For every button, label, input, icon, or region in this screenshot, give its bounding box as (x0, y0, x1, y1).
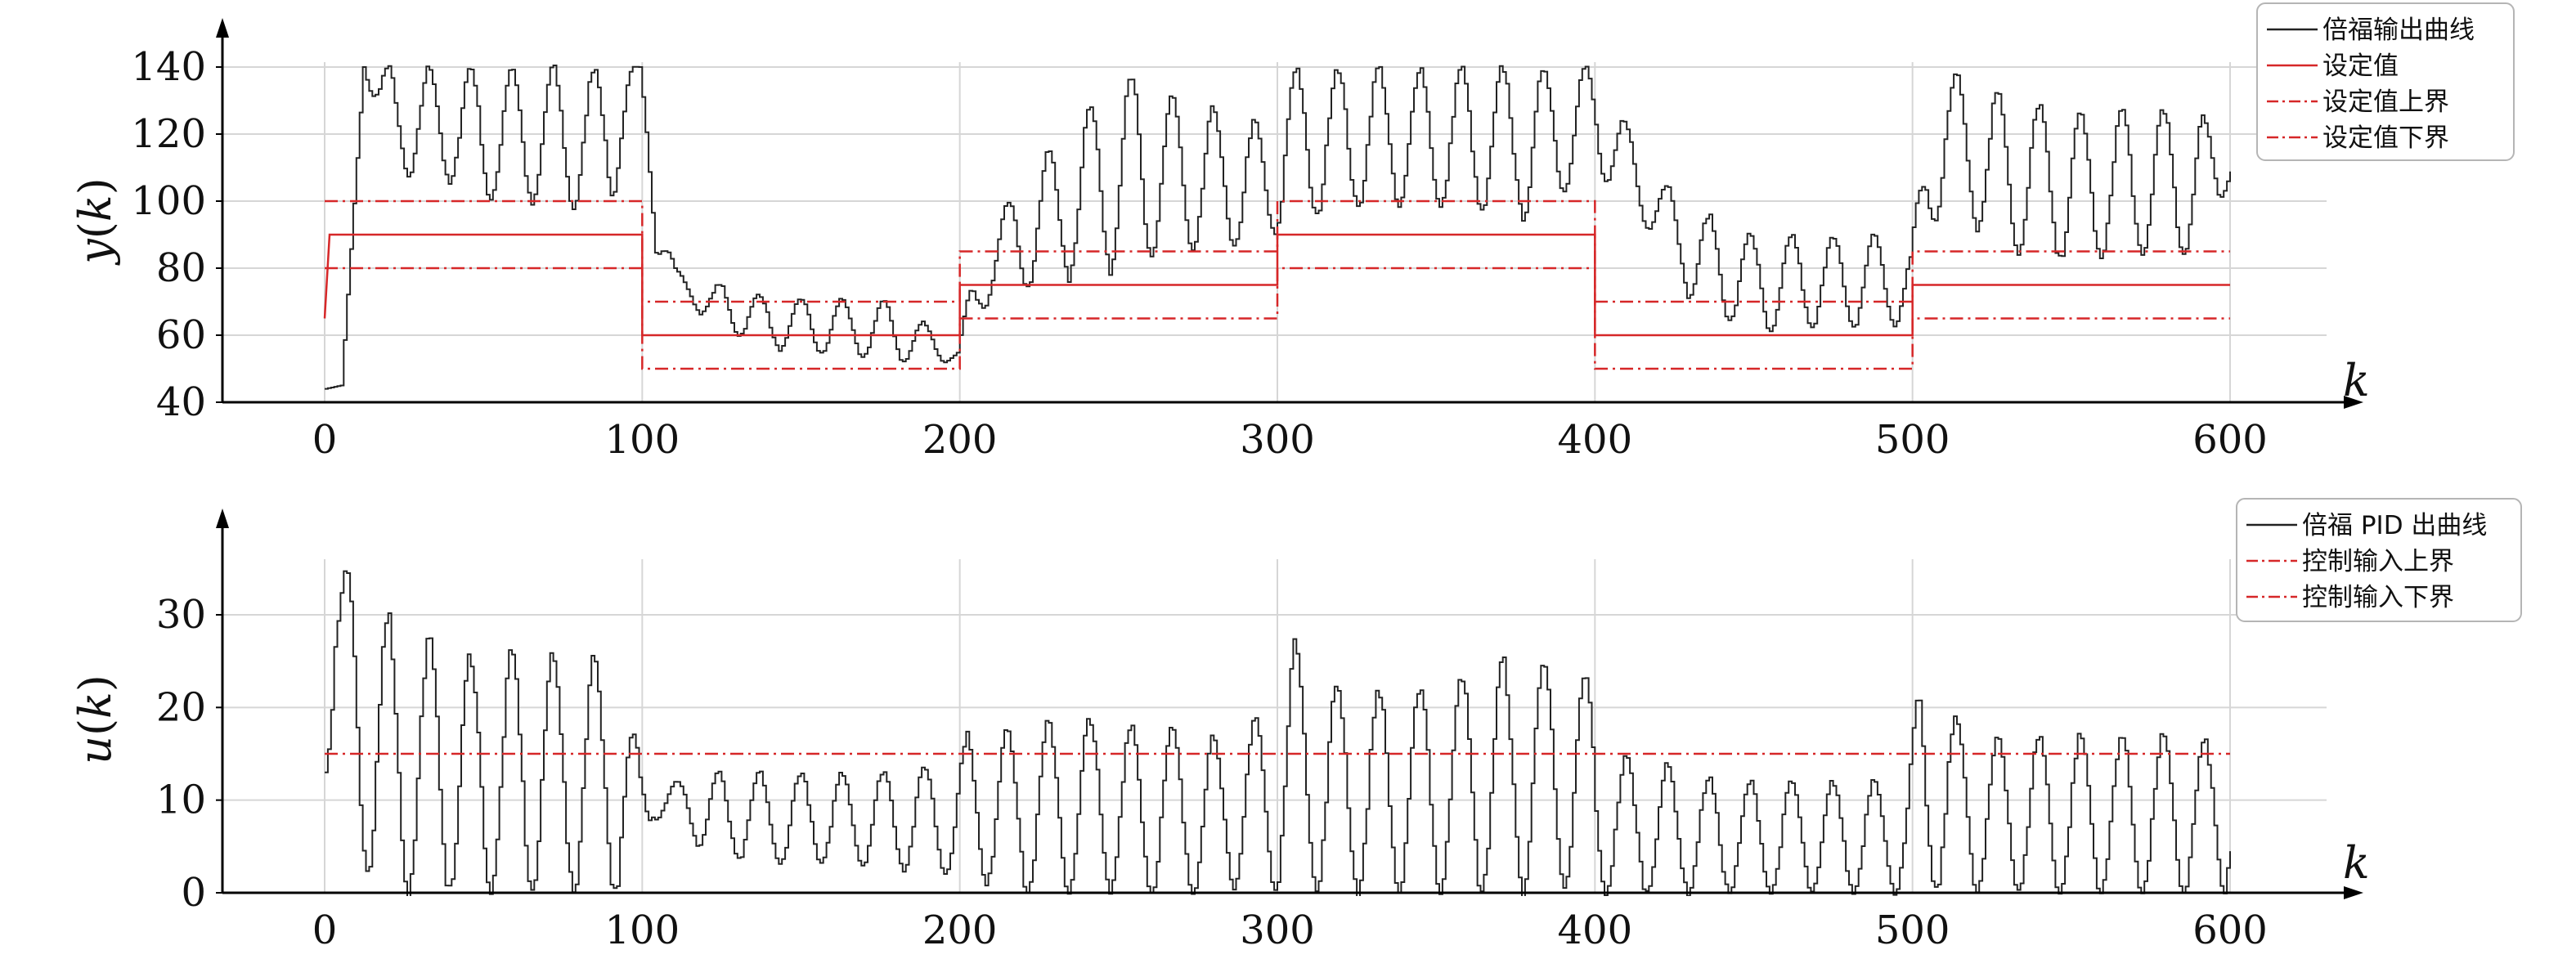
x-tick-label: 300 (1240, 907, 1315, 953)
x-tick-label: 0 (312, 417, 338, 463)
x-tick-label: 300 (1240, 417, 1315, 463)
y-tick-label: 140 (131, 44, 206, 90)
x-axis-arrow-icon (2344, 886, 2363, 899)
y-tick-label: 100 (131, 178, 206, 224)
y-tick-label: 30 (156, 592, 206, 638)
legend-entry-label: 控制输入下界 (2302, 583, 2454, 612)
x-tick-label: 200 (922, 417, 998, 463)
legend-entry-label: 设定值 (2322, 52, 2399, 81)
control-chart-ticks: 0 100 200 300 400 500 600 0 10 20 30 (156, 592, 2268, 953)
x-tick-label: 400 (1558, 907, 1633, 953)
legend-box (2236, 498, 2522, 622)
y-tick-label: 120 (131, 111, 206, 157)
y-tick-label: 0 (181, 870, 206, 916)
legend-box (2256, 2, 2515, 161)
legend-entry-label: 倍福 PID 出曲线 (2302, 511, 2487, 540)
control-y-axis-label: u(k) (70, 674, 121, 764)
y-axis-arrow-icon (216, 18, 229, 38)
output-chart-axes (216, 18, 2363, 409)
output-y-axis-label: y(k) (70, 177, 121, 265)
x-tick-label: 500 (1875, 907, 1950, 953)
x-tick-label: 0 (312, 907, 338, 953)
legend-entry-label: 倍福输出曲线 (2322, 16, 2475, 45)
output-chart-series (323, 65, 2231, 390)
y-tick-label: 60 (156, 312, 206, 358)
pid-output-curve-line (325, 570, 2231, 896)
y-tick-label: 40 (156, 379, 206, 425)
control-x-axis-label: k (2343, 837, 2370, 889)
y-tick-label: 10 (156, 778, 206, 823)
output-chart: 0 100 200 300 400 500 600 40 60 80 100 120 140 k y(k… (70, 2, 2515, 463)
x-tick-label: 100 (605, 907, 680, 953)
series-line-1 (323, 233, 2230, 337)
y-tick-label: 80 (156, 245, 206, 291)
x-tick-label: 600 (2192, 907, 2268, 953)
x-tick-label: 600 (2192, 417, 2268, 463)
x-tick-label: 100 (605, 417, 680, 463)
output-x-axis-label: k (2343, 355, 2370, 406)
y-axis-arrow-icon (216, 509, 229, 528)
y-tick-label: 20 (156, 684, 206, 730)
legend-entry-label: 设定值上界 (2322, 87, 2449, 117)
x-tick-label: 500 (1875, 417, 1950, 463)
legend-entry-label: 控制输入上界 (2302, 547, 2454, 576)
control-chart: 0 100 200 300 400 500 600 0 10 20 30 k u(k) 倍福 PID… (70, 498, 2522, 953)
x-tick-label: 200 (922, 907, 998, 953)
x-tick-label: 400 (1558, 417, 1633, 463)
legend-entry-label: 设定值下界 (2322, 123, 2449, 153)
output-curve-line (325, 65, 2231, 390)
output-chart-ticks: 0 100 200 300 400 500 600 40 60 80 100 120 140 (131, 44, 2267, 463)
x-axis-arrow-icon (2344, 396, 2363, 409)
